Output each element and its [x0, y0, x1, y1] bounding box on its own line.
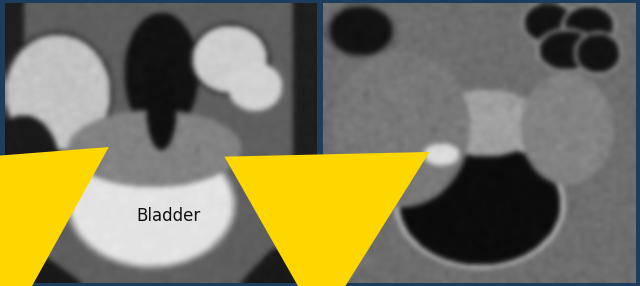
Text: Bladder: Bladder: [136, 207, 200, 225]
